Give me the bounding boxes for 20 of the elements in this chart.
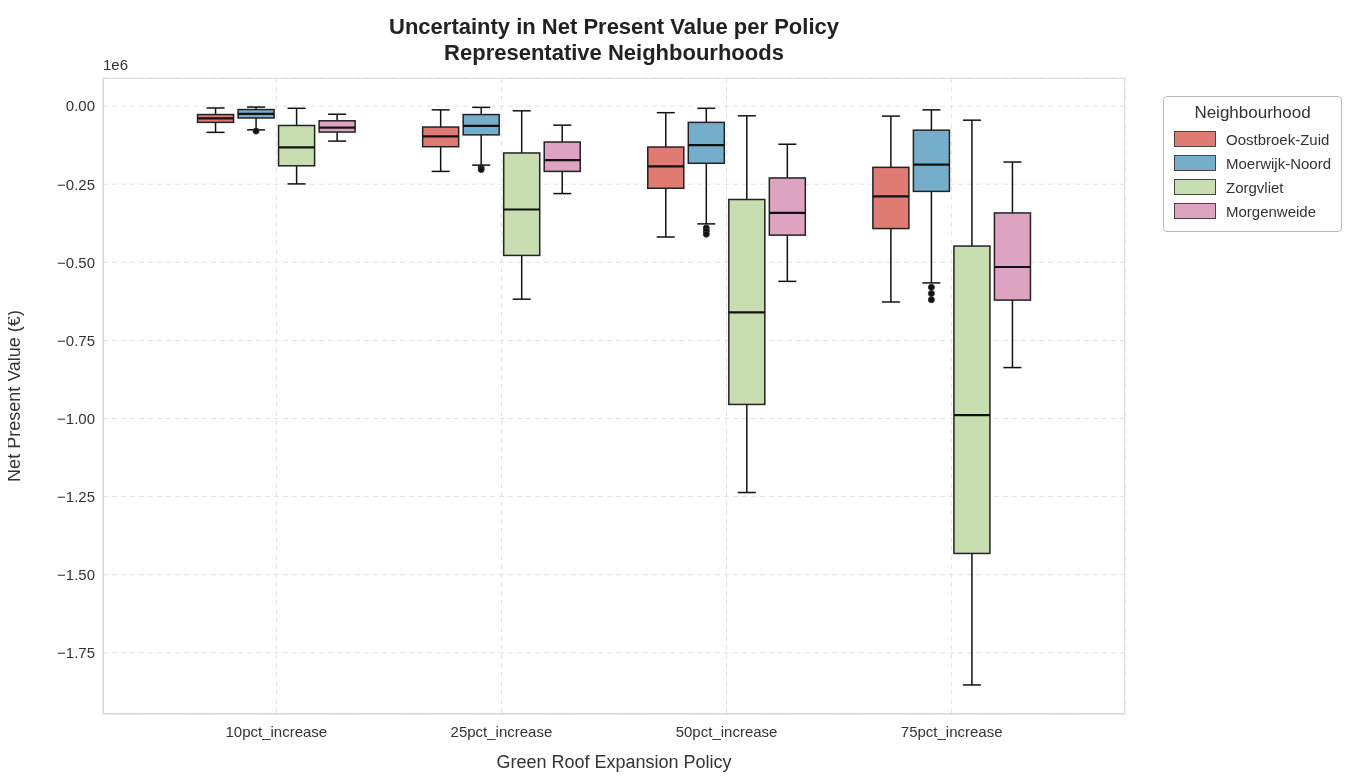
legend-label: Oostbroek-Zuid — [1226, 130, 1330, 148]
text: 1e6 — [103, 56, 129, 73]
x-tick-label: 10pct_increase — [225, 722, 328, 740]
y-tick-label: −1.25 — [57, 487, 95, 505]
y-tick-label: −1.50 — [57, 566, 95, 583]
x-axis-title: Green Roof Expansion Policy — [496, 752, 732, 772]
x-tick-label: 75pct_increase — [900, 722, 1003, 740]
y-tick-label: −1.00 — [57, 409, 95, 427]
legend-label: Moerwijk-Noord — [1226, 154, 1332, 172]
y-tick-label: −0.50 — [57, 253, 95, 271]
x-tick-label: 25pct_increase — [450, 722, 553, 740]
y-tick-label: −0.75 — [57, 331, 95, 349]
legend-title: Neighbourhood — [1193, 103, 1312, 123]
legend-label: Zorgvliet — [1226, 178, 1284, 196]
x-tick-label: 50pct_increase — [675, 722, 778, 740]
y-axis-title: Net Present Value (€) — [4, 310, 25, 482]
legend-label: Morgenweide — [1226, 202, 1317, 220]
y-tick-label: −0.25 — [57, 175, 95, 193]
y-tick-label: 0.00 — [65, 97, 95, 115]
y-tick-label: −1.75 — [57, 644, 95, 662]
